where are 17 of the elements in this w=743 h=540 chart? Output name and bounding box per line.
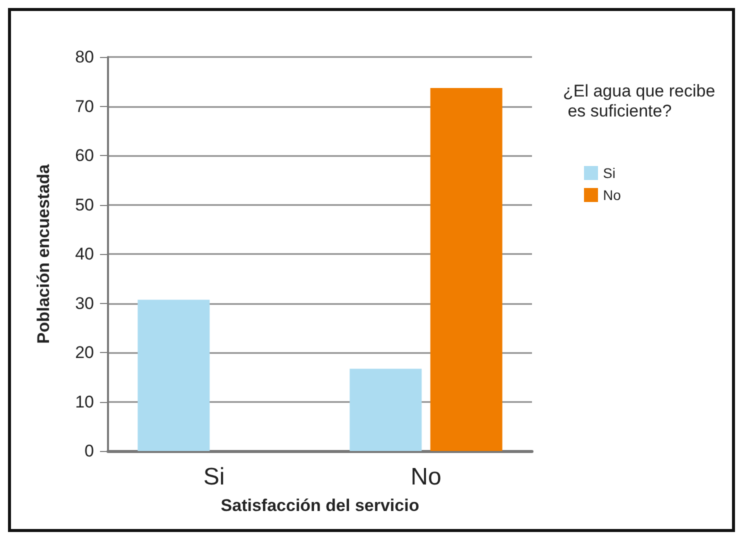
y-tick-label: 30 xyxy=(75,294,94,313)
y-tick-label: 0 xyxy=(84,442,94,460)
bar xyxy=(138,300,210,451)
legend-label: Si xyxy=(603,165,616,181)
y-tick-label: 60 xyxy=(75,146,94,165)
y-tick-label: 20 xyxy=(75,343,94,362)
y-tick-label: 80 xyxy=(75,48,94,66)
y-tick-label: 50 xyxy=(75,195,94,214)
x-axis-title: Satisfacción del servicio xyxy=(220,496,420,515)
y-tick-label: 40 xyxy=(75,244,94,264)
bar xyxy=(350,368,422,451)
legend-label: No xyxy=(603,187,622,203)
legend-title: ¿El agua que recibe es suficiente? xyxy=(563,82,716,120)
y-tick-label: 70 xyxy=(75,96,94,116)
y-tick-label: 10 xyxy=(75,392,94,412)
bar xyxy=(430,88,502,451)
y-axis-title: Población encuestada xyxy=(34,164,53,344)
